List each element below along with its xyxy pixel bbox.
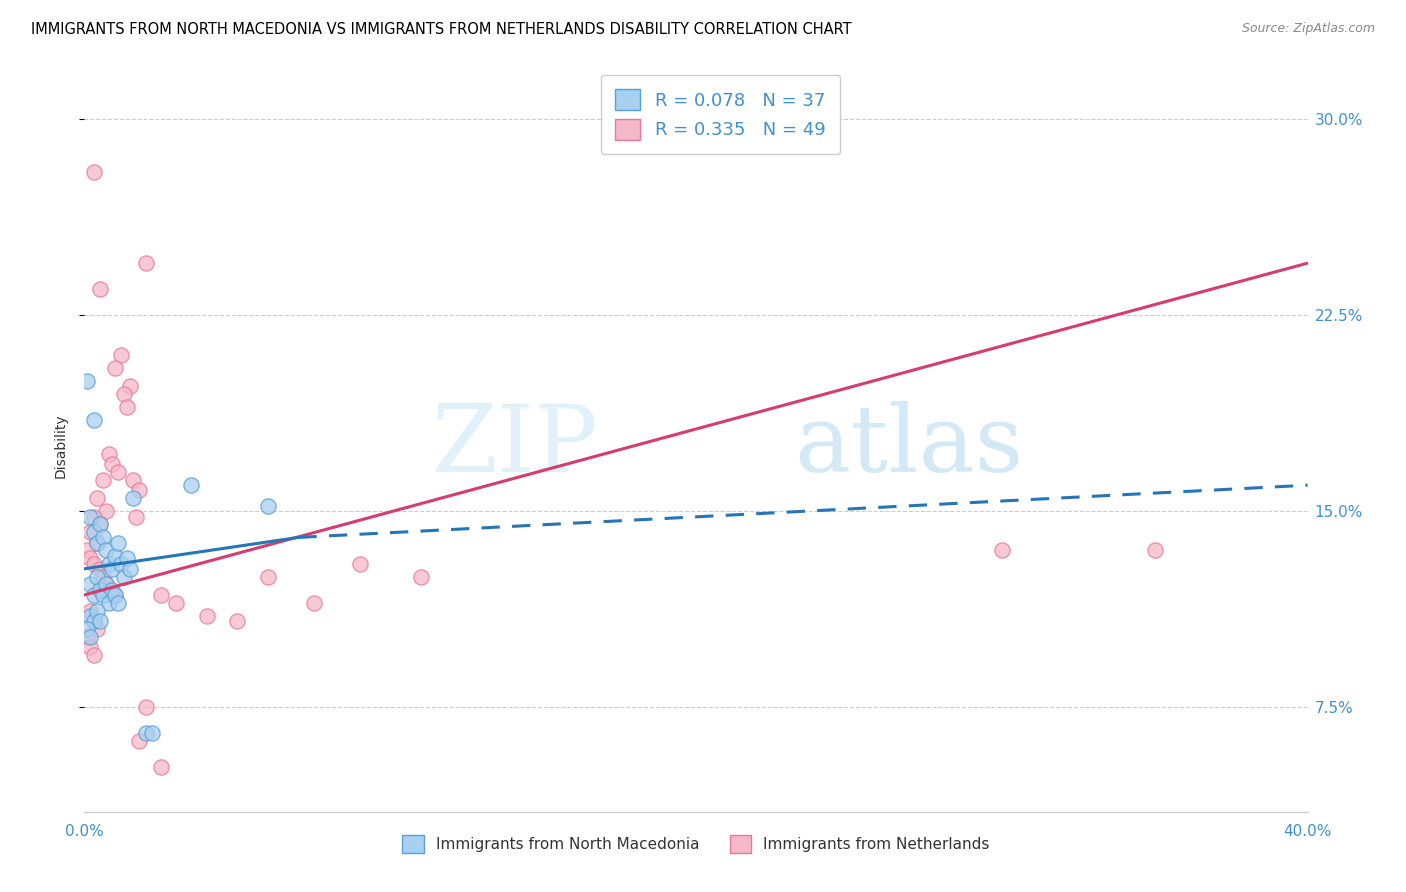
Point (110, 348, 132, 362)
Point (101, 457, 124, 471)
Point (89, 614, 111, 628)
Point (226, 614, 249, 628)
Point (94, 504, 117, 518)
Point (107, 535, 129, 549)
Point (89, 562, 111, 576)
Point (79, 577, 101, 591)
Point (1143, 543, 1166, 558)
Point (302, 596, 325, 610)
Point (110, 557, 132, 571)
Point (149, 588, 172, 602)
Legend: Immigrants from North Macedonia, Immigrants from Netherlands: Immigrants from North Macedonia, Immigra… (396, 829, 995, 859)
Point (83, 413, 105, 427)
Point (112, 569, 135, 583)
Point (86, 535, 108, 549)
Point (91, 569, 114, 583)
Point (195, 608, 218, 623)
Point (83, 614, 105, 628)
Point (76, 622, 98, 636)
Y-axis label: Disability: Disability (53, 414, 67, 478)
Point (91, 530, 114, 544)
Point (91, 473, 114, 487)
Point (257, 569, 280, 583)
Point (122, 491, 145, 506)
Point (97, 582, 120, 597)
Point (89, 517, 111, 532)
Point (83, 164, 105, 178)
Point (122, 473, 145, 487)
Point (101, 562, 124, 576)
Point (79, 525, 101, 540)
Text: Source: ZipAtlas.com: Source: ZipAtlas.com (1241, 22, 1375, 36)
Point (83, 648, 105, 662)
Point (104, 360, 127, 375)
Point (79, 640, 101, 655)
Point (112, 386, 135, 401)
Point (86, 603, 108, 617)
Point (83, 614, 105, 628)
Point (76, 543, 98, 558)
Text: atlas: atlas (794, 401, 1024, 491)
Point (86, 622, 108, 636)
Point (76, 630, 98, 644)
Point (104, 588, 127, 602)
Point (107, 596, 129, 610)
Point (135, 726, 157, 740)
Point (97, 596, 120, 610)
Point (125, 509, 148, 524)
Point (86, 491, 108, 506)
Point (79, 630, 101, 644)
Point (97, 447, 120, 461)
Point (257, 499, 280, 513)
Point (86, 569, 108, 583)
Point (128, 734, 150, 748)
Point (79, 509, 101, 524)
Point (120, 379, 142, 393)
Text: IMMIGRANTS FROM NORTH MACEDONIA VS IMMIGRANTS FROM NETHERLANDS DISABILITY CORREL: IMMIGRANTS FROM NORTH MACEDONIA VS IMMIG… (31, 22, 852, 37)
Point (101, 582, 124, 597)
Point (79, 551, 101, 566)
Point (165, 596, 187, 610)
Point (91, 588, 114, 602)
Point (94, 577, 117, 591)
Point (141, 726, 163, 740)
Point (97, 557, 120, 571)
Point (79, 608, 101, 623)
Point (135, 700, 157, 714)
Point (120, 562, 142, 576)
Point (115, 400, 138, 414)
Point (89, 282, 111, 296)
Point (349, 557, 371, 571)
Point (135, 256, 157, 270)
Point (104, 549, 127, 563)
Point (104, 588, 127, 602)
Text: ZIP: ZIP (432, 401, 598, 491)
Point (89, 517, 111, 532)
Point (83, 557, 105, 571)
Point (107, 465, 129, 479)
Point (89, 582, 111, 597)
Point (180, 478, 202, 492)
Point (83, 588, 105, 602)
Point (409, 569, 432, 583)
Point (101, 588, 124, 602)
Point (76, 374, 98, 388)
Point (94, 543, 117, 558)
Point (115, 551, 138, 566)
Point (94, 577, 117, 591)
Point (128, 483, 150, 498)
Point (83, 525, 105, 540)
Point (991, 543, 1014, 558)
Point (79, 603, 101, 617)
Point (149, 760, 172, 774)
Point (86, 535, 108, 549)
Point (83, 509, 105, 524)
